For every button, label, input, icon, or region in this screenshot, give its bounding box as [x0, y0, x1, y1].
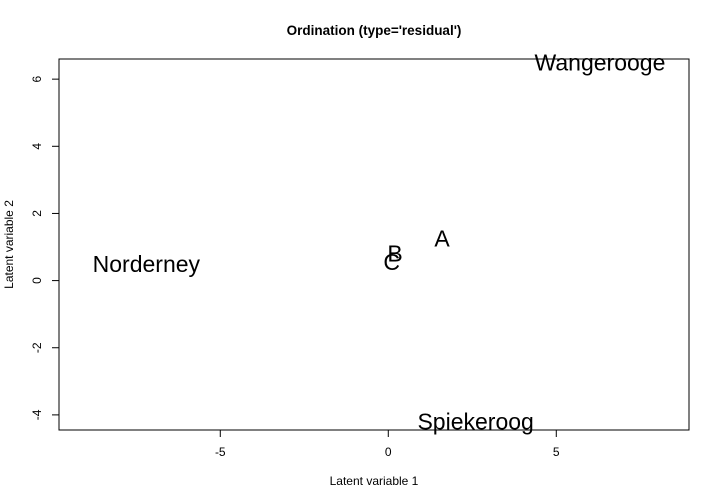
plot-frame [58, 58, 690, 431]
x-tick-label: 5 [553, 445, 560, 459]
x-tick-label: 0 [385, 445, 392, 459]
y-tick-label: 6 [30, 75, 44, 82]
x-axis-label: Latent variable 1 [330, 474, 419, 488]
x-tick-label: -5 [215, 445, 226, 459]
point-label-spiekeroog: Spiekeroog [417, 409, 533, 435]
point-label-wangerooge: Wangerooge [535, 49, 666, 75]
point-label-b: B [387, 241, 402, 267]
y-tick-label: -2 [30, 342, 44, 353]
y-tick-label: 2 [30, 210, 44, 217]
point-label-norderney: Norderney [93, 251, 201, 277]
point-labels: Wangerooge Norderney A BC Spiekeroog [93, 49, 666, 434]
x-axis: -5 0 5 [215, 429, 560, 459]
y-axis-label: Latent variable 2 [2, 200, 16, 289]
y-tick-label: 4 [30, 143, 44, 150]
point-label-c: C [383, 249, 400, 275]
chart-title: Ordination (type='residual') [287, 23, 462, 38]
y-axis: -4 -2 0 2 4 6 [30, 75, 60, 420]
point-label-a: A [434, 226, 450, 252]
y-tick-label: 0 [30, 277, 44, 284]
y-tick-label: -4 [30, 409, 44, 420]
